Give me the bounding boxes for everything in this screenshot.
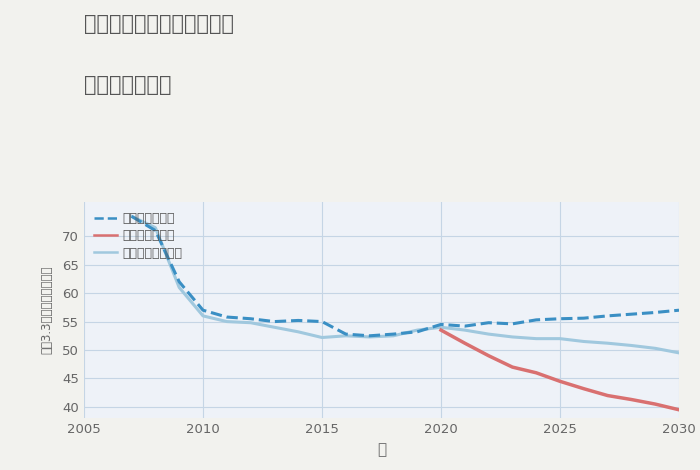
- ノーマルシナリオ: [651, 345, 659, 351]
- ノーマルシナリオ: [294, 329, 302, 335]
- X-axis label: 年: 年: [377, 442, 386, 457]
- ノーマルシナリオ: [580, 339, 588, 345]
- ノーマルシナリオ: [270, 324, 279, 330]
- Legend: グッドシナリオ, バッドシナリオ, ノーマルシナリオ: グッドシナリオ, バッドシナリオ, ノーマルシナリオ: [90, 208, 186, 264]
- Text: 土地の価格推移: 土地の価格推移: [84, 75, 172, 95]
- Line: バッドシナリオ: バッドシナリオ: [441, 330, 679, 410]
- ノーマルシナリオ: [318, 335, 326, 340]
- グッドシナリオ: [627, 311, 636, 317]
- グッドシナリオ: [318, 319, 326, 324]
- ノーマルシナリオ: [437, 324, 445, 330]
- グッドシナリオ: [532, 317, 540, 323]
- グッドシナリオ: [508, 321, 517, 327]
- グッドシナリオ: [151, 228, 160, 234]
- ノーマルシナリオ: [603, 340, 612, 346]
- グッドシナリオ: [199, 307, 207, 313]
- ノーマルシナリオ: [413, 327, 421, 333]
- Line: ノーマルシナリオ: ノーマルシナリオ: [132, 216, 679, 353]
- ノーマルシナリオ: [151, 225, 160, 230]
- グッドシナリオ: [437, 321, 445, 327]
- ノーマルシナリオ: [223, 319, 231, 324]
- グッドシナリオ: [365, 333, 374, 338]
- バッドシナリオ: [556, 378, 564, 384]
- ノーマルシナリオ: [508, 334, 517, 340]
- ノーマルシナリオ: [556, 336, 564, 342]
- グッドシナリオ: [223, 314, 231, 320]
- バッドシナリオ: [675, 407, 683, 413]
- ノーマルシナリオ: [627, 343, 636, 348]
- ノーマルシナリオ: [127, 213, 136, 219]
- ノーマルシナリオ: [365, 334, 374, 340]
- グッドシナリオ: [413, 329, 421, 335]
- ノーマルシナリオ: [461, 327, 469, 333]
- バッドシナリオ: [484, 353, 493, 359]
- グッドシナリオ: [675, 307, 683, 313]
- ノーマルシナリオ: [389, 333, 398, 338]
- ノーマルシナリオ: [342, 333, 350, 338]
- グッドシナリオ: [461, 323, 469, 329]
- ノーマルシナリオ: [532, 336, 540, 342]
- Line: グッドシナリオ: グッドシナリオ: [132, 216, 679, 336]
- バッドシナリオ: [627, 397, 636, 402]
- グッドシナリオ: [342, 331, 350, 337]
- バッドシナリオ: [580, 386, 588, 392]
- グッドシナリオ: [127, 213, 136, 219]
- バッドシナリオ: [461, 340, 469, 346]
- Y-axis label: 坪（3.3㎡）単価（万円）: 坪（3.3㎡）単価（万円）: [41, 266, 54, 354]
- グッドシナリオ: [270, 319, 279, 324]
- バッドシナリオ: [508, 364, 517, 370]
- Text: 奈良県奈良市学園赤松町の: 奈良県奈良市学園赤松町の: [84, 14, 234, 34]
- グッドシナリオ: [556, 316, 564, 321]
- グッドシナリオ: [389, 331, 398, 337]
- グッドシナリオ: [484, 320, 493, 326]
- グッドシナリオ: [603, 313, 612, 319]
- バッドシナリオ: [603, 393, 612, 399]
- グッドシナリオ: [651, 310, 659, 315]
- グッドシナリオ: [246, 316, 255, 321]
- バッドシナリオ: [532, 370, 540, 376]
- グッドシナリオ: [175, 279, 183, 284]
- ノーマルシナリオ: [675, 350, 683, 356]
- ノーマルシナリオ: [246, 320, 255, 326]
- グッドシナリオ: [580, 315, 588, 321]
- ノーマルシナリオ: [175, 285, 183, 290]
- バッドシナリオ: [437, 327, 445, 333]
- ノーマルシナリオ: [484, 331, 493, 337]
- バッドシナリオ: [651, 401, 659, 407]
- グッドシナリオ: [294, 318, 302, 323]
- ノーマルシナリオ: [199, 313, 207, 319]
